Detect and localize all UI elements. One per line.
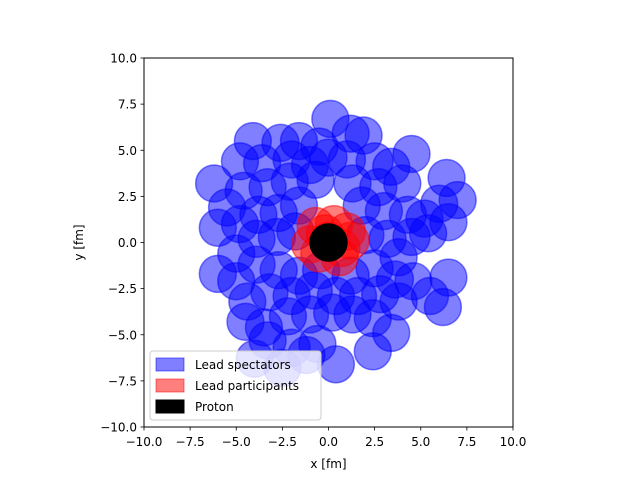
y-tick-label: 10.0: [110, 52, 137, 66]
proton-point: [309, 223, 348, 262]
x-tick-label: −2.5: [268, 435, 297, 449]
legend-label: Lead participants: [195, 379, 299, 393]
x-tick-label: 5.0: [411, 435, 430, 449]
lead-spectators-point: [353, 332, 392, 371]
legend-label: Proton: [195, 400, 234, 414]
legend-label: Lead spectators: [195, 358, 291, 372]
x-tick-label: −5.0: [222, 435, 251, 449]
x-axis-ticks: −10.0 −7.5 −5.0 −2.5 0.0 2.5 5.0 7.5 10.0: [126, 427, 527, 449]
y-tick-label: 5.0: [118, 144, 137, 158]
y-tick-label: −5.0: [108, 328, 137, 342]
x-axis-label: x [fm]: [310, 457, 346, 471]
y-axis-label: y [fm]: [72, 224, 86, 260]
y-tick-label: 2.5: [118, 190, 137, 204]
y-axis-ticks: −10.0 −7.5 −5.0 −2.5 0.0 2.5 5.0 7.5 10.0: [100, 52, 144, 435]
legend-swatch: [155, 399, 185, 414]
y-tick-label: 0.0: [118, 236, 137, 250]
legend: Lead spectators Lead participants Proton: [149, 350, 322, 421]
lead-spectators-point: [316, 345, 356, 384]
plot-marks: [194, 99, 477, 388]
y-tick-label: −10.0: [100, 421, 137, 435]
y-tick-label: −2.5: [108, 282, 137, 296]
lead-spectators-point: [423, 287, 463, 327]
x-tick-label: 7.5: [457, 435, 476, 449]
x-tick-label: 0.0: [319, 435, 338, 449]
legend-swatch: [155, 378, 185, 393]
y-tick-label: −7.5: [108, 374, 137, 388]
x-tick-label: −10.0: [126, 435, 163, 449]
y-tick-label: 7.5: [118, 98, 137, 112]
legend-swatch: [155, 357, 185, 372]
x-tick-label: 2.5: [365, 435, 384, 449]
x-tick-label: −7.5: [176, 435, 205, 449]
legend-box: [149, 350, 322, 421]
x-tick-label: 10.0: [500, 435, 527, 449]
